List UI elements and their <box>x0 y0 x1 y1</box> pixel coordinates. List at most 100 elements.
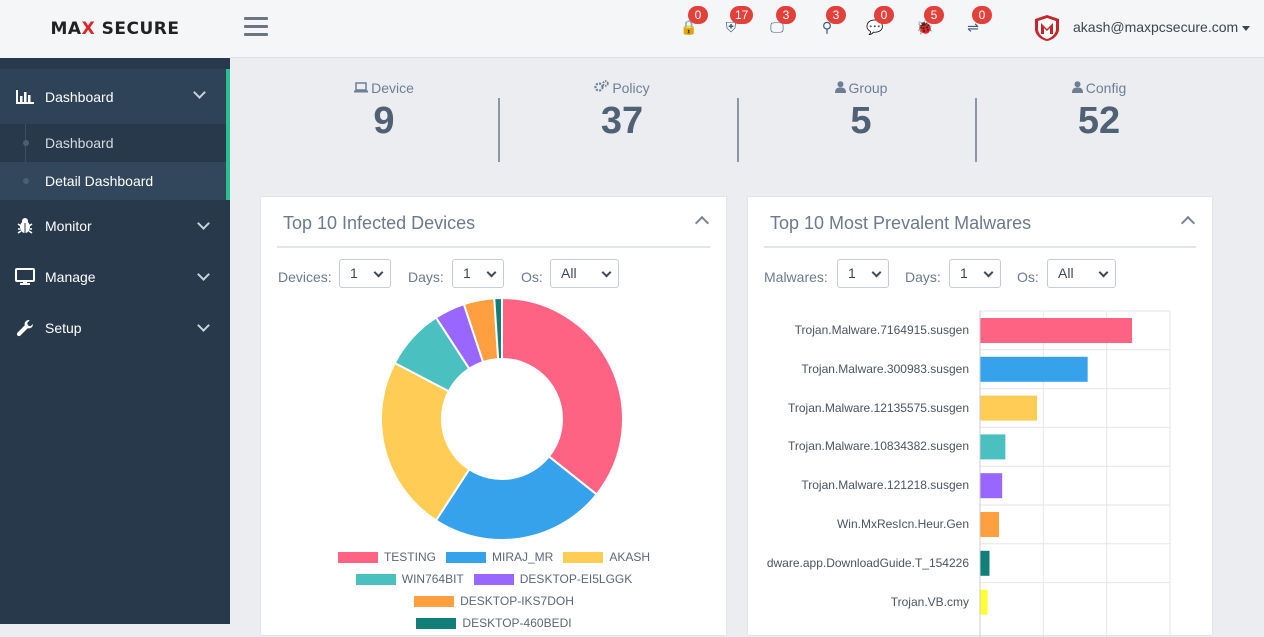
devices-select[interactable]: 1 <box>339 259 391 288</box>
chevron-down-icon[interactable] <box>197 217 210 230</box>
chevron-down-icon <box>983 267 994 278</box>
legend-item[interactable]: DESKTOP-EI5LGGK <box>473 572 633 586</box>
legend-label: DESKTOP-460BEDI <box>462 616 572 630</box>
stat-label: Group <box>848 80 888 96</box>
stat-group[interactable]: Group 5 <box>742 80 980 143</box>
stat-policy[interactable]: Policy 37 <box>503 80 741 143</box>
chat-notification[interactable]: 💬 0 <box>866 6 894 40</box>
chevron-up-icon[interactable] <box>1180 215 1196 231</box>
stat-config[interactable]: Config 52 <box>980 80 1218 143</box>
legend-label: MIRAJ_MR <box>491 550 554 564</box>
legend-label: DESKTOP-IKS7DOH <box>460 594 574 608</box>
donut-slice[interactable] <box>380 361 471 522</box>
maxsecure-shield-avatar[interactable] <box>1034 14 1060 42</box>
stat-device[interactable]: Device 9 <box>265 80 503 143</box>
days-select[interactable]: 1 <box>452 259 504 288</box>
bar[interactable] <box>980 395 1037 421</box>
os-select[interactable]: All <box>550 259 619 288</box>
bar-category-label: dware.app.DownloadGuide.T_154226 <box>766 555 969 570</box>
max-secure-logo[interactable]: MAX SECURE <box>0 0 230 58</box>
logo-text-left: MA <box>50 19 82 39</box>
bar-category-label: Trojan.Malware.10834382.susgen <box>787 439 969 454</box>
os-filter-label: Os: <box>521 269 543 285</box>
stat-label: Config <box>1085 80 1127 96</box>
legend-item[interactable]: MIRAJ_MR <box>445 550 554 564</box>
legend-item[interactable]: DESKTOP-IKS7DOH <box>414 594 574 608</box>
sidebar-item-dashboard[interactable]: Dashboard <box>0 69 230 124</box>
bar[interactable] <box>980 550 990 576</box>
days-select[interactable]: 1 <box>949 259 1001 288</box>
legend-label: AKASH <box>609 550 651 564</box>
chevron-down-icon <box>1098 267 1109 278</box>
chevron-up-icon[interactable] <box>694 215 710 231</box>
wrench-icon <box>14 319 36 337</box>
bullet-icon <box>23 178 29 184</box>
bar[interactable] <box>980 434 1006 460</box>
bar-category-label: Trojan.Malware.12135575.susgen <box>787 400 969 415</box>
legend-label: WIN764BIT <box>401 572 464 586</box>
search-notification[interactable]: ⚲ 3 <box>818 6 846 40</box>
legend-item[interactable]: DESKTOP-460BEDI <box>416 616 572 630</box>
donut-slice[interactable] <box>501 297 624 496</box>
legend-row: WIN764BIT DESKTOP-EI5LGGK <box>261 572 727 588</box>
bar[interactable] <box>980 589 988 615</box>
search-icon: ⚲ <box>821 19 833 35</box>
malwares-bar-chart <box>979 310 1171 637</box>
cogs-icon <box>594 80 610 96</box>
stat-value: 5 <box>850 100 872 142</box>
stat-value: 9 <box>373 100 395 142</box>
bar[interactable] <box>980 473 1003 499</box>
legend-row: DESKTOP-IKS7DOH <box>261 594 727 610</box>
sidebar-subitem-detail-dashboard[interactable]: Detail Dashboard <box>0 162 226 200</box>
sidebar-item-setup[interactable]: Setup <box>0 302 230 353</box>
logo-x: X <box>81 19 96 39</box>
legend-item[interactable]: TESTING <box>337 550 436 564</box>
infected-devices-panel: Top 10 Infected Devices Devices: 1 Days:… <box>260 196 727 636</box>
notification-count-badge: 3 <box>826 6 846 24</box>
donut-slice[interactable] <box>434 455 599 541</box>
legend-label: DESKTOP-EI5LGGK <box>519 572 633 586</box>
sidebar-subitem-label: Detail Dashboard <box>45 173 154 189</box>
legend-swatch <box>416 617 457 629</box>
malwares-select[interactable]: 1 <box>837 259 889 288</box>
bar[interactable] <box>980 318 1132 343</box>
user-icon <box>1071 80 1083 96</box>
donut-slice[interactable] <box>493 297 503 361</box>
user-email: akash@maxpcsecure.com <box>1073 19 1239 35</box>
notification-count-badge: 0 <box>688 6 708 24</box>
chevron-down-icon[interactable] <box>193 86 206 99</box>
sidebar-item-manage[interactable]: Manage <box>0 251 230 302</box>
usb-icon: ⇌ <box>967 19 979 35</box>
shield-notification[interactable]: ⛨ 17 <box>722 6 754 40</box>
sidebar-item-monitor[interactable]: Monitor <box>0 200 230 251</box>
divider <box>277 246 710 248</box>
legend-label: TESTING <box>383 550 436 564</box>
caret-down-icon <box>1242 25 1251 31</box>
top-header: MAX SECURE 🔒 0 ⛨ 17 🖵 3 ⚲ 3 💬 0 🐞 5 ⇌ 0 akash@maxpcse… <box>0 0 1264 58</box>
legend-item[interactable]: AKASH <box>563 550 650 564</box>
bar-category-label: Trojan.Malware.121218.susgen <box>801 478 969 493</box>
bar[interactable] <box>980 512 999 537</box>
divider <box>737 98 739 162</box>
chevron-down-icon[interactable] <box>197 319 210 332</box>
monitor-notification[interactable]: 🖵 3 <box>768 6 796 40</box>
legend-item[interactable]: WIN764BIT <box>355 572 464 586</box>
infected-devices-donut-chart <box>380 297 624 541</box>
legend-swatch <box>473 573 514 585</box>
bug-notification[interactable]: 🐞 5 <box>916 6 944 40</box>
panel-title: Top 10 Most Prevalent Malwares <box>770 213 1032 233</box>
usb-notification[interactable]: ⇌ 0 <box>964 6 992 40</box>
sidebar: Dashboard Dashboard Detail Dashboard Mon… <box>0 58 230 624</box>
prevalent-malwares-panel: Top 10 Most Prevalent Malwares Malwares:… <box>747 196 1213 637</box>
desktop-icon <box>14 268 36 285</box>
notification-count-badge: 0 <box>874 6 894 24</box>
legend-swatch <box>355 573 396 585</box>
os-select[interactable]: All <box>1047 259 1116 288</box>
sidebar-subitem-dashboard[interactable]: Dashboard <box>0 124 226 162</box>
bar[interactable] <box>980 356 1088 382</box>
menu-toggle-icon[interactable] <box>244 17 268 39</box>
sidebar-item-label: Monitor <box>45 217 92 234</box>
user-menu[interactable]: akash@maxpcsecure.com <box>1073 19 1251 35</box>
lock-notification[interactable]: 🔒 0 <box>680 6 708 40</box>
chevron-down-icon[interactable] <box>197 268 210 281</box>
